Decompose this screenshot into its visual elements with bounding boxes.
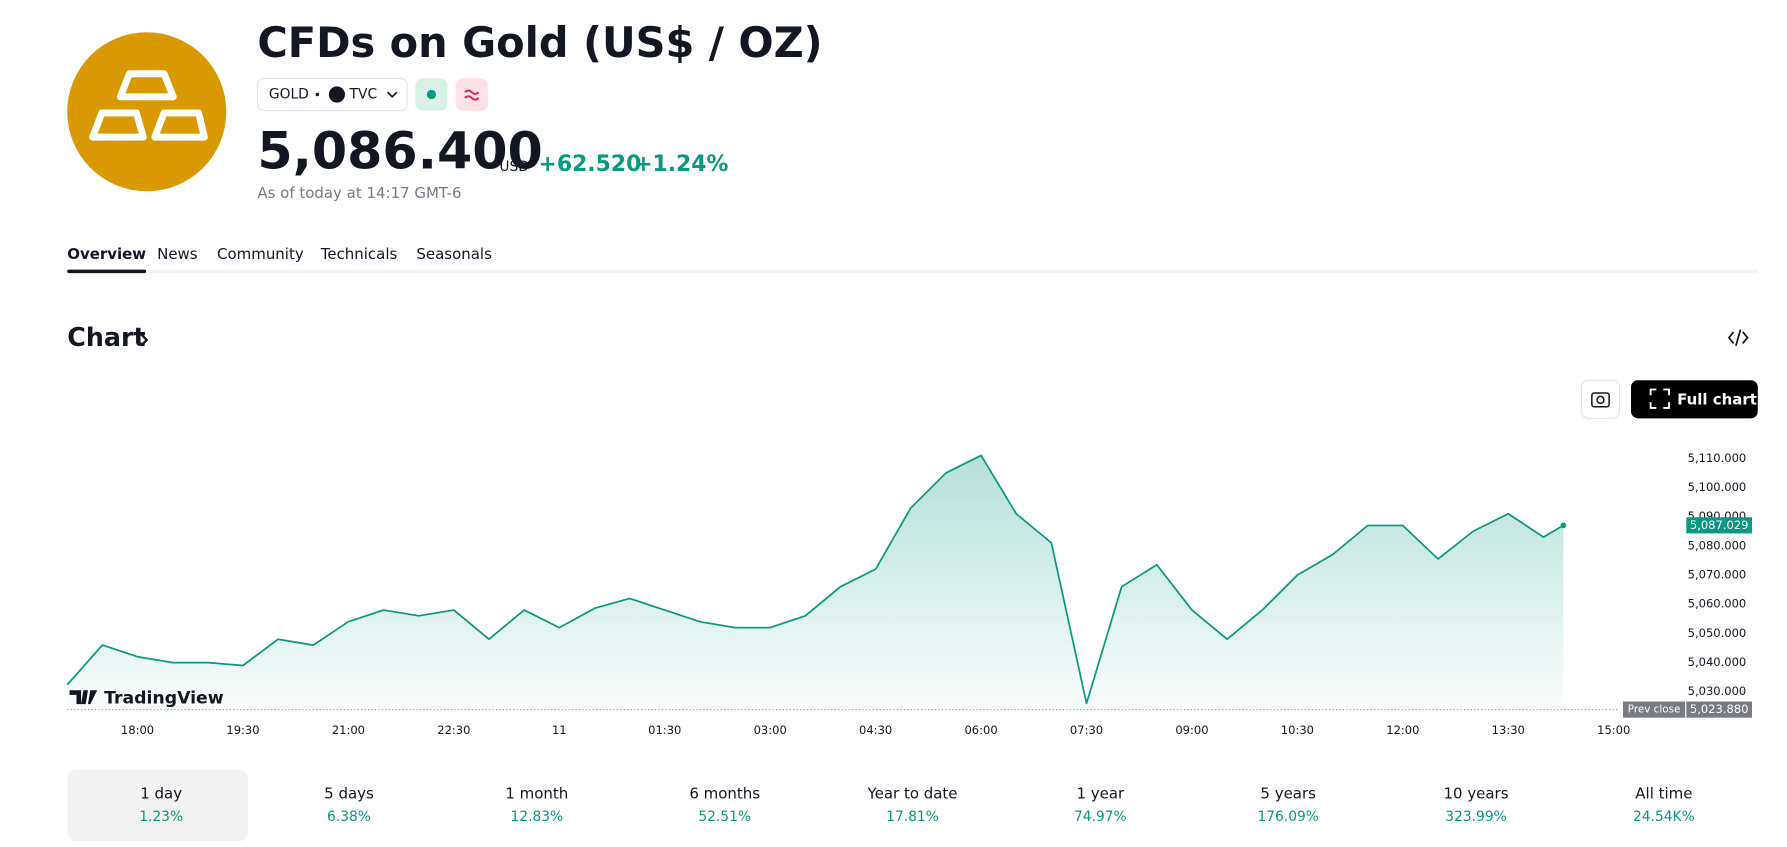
period-change: 6.38% [327, 809, 371, 825]
period-label: 1 year [1077, 784, 1126, 802]
x-tick-label: 06:00 [964, 723, 997, 737]
tabs-divider [67, 269, 1758, 274]
period-change: 12.83% [511, 809, 564, 825]
period-change: 24.54K% [1633, 809, 1695, 825]
period-change: 17.81% [886, 809, 939, 825]
x-tick-label: 15:00 [1597, 723, 1630, 737]
change-percent: +1.24% [634, 152, 728, 177]
change: +62.520 [539, 152, 642, 177]
symbol: GOLD [269, 86, 309, 102]
period-label: All time [1635, 784, 1692, 802]
period-button[interactable]: All time 24.54K% [1633, 784, 1695, 825]
x-tick-label: 09:00 [1175, 723, 1208, 737]
x-tick-label: 11 [552, 723, 567, 737]
snapshot-button[interactable] [1580, 379, 1621, 419]
symbol-logo [67, 32, 227, 192]
period-button[interactable]: 6 months 52.51% [689, 784, 760, 825]
x-tick-label: 07:30 [1070, 723, 1103, 737]
x-tick-label: 12:00 [1386, 723, 1419, 737]
brand: TradingView [69, 688, 224, 708]
title: CFDs on Gold (US$ / OZ) [257, 18, 822, 67]
line [66, 454, 1564, 705]
price: 5,086.400 [257, 121, 542, 180]
x-tick-label: 18:00 [121, 723, 154, 737]
period-label: 1 day [140, 784, 182, 802]
tab[interactable]: Overview [67, 245, 146, 263]
period-change: 1.23% [139, 809, 183, 825]
y-tick-label: 5,060.000 [1688, 597, 1747, 611]
period-button[interactable]: 1 day 1.23% [67, 769, 249, 842]
period-change: 176.09% [1257, 809, 1318, 825]
x-tick-label: 03:00 [754, 723, 787, 737]
period-label: 1 month [505, 784, 568, 802]
related-badge[interactable] [455, 78, 488, 111]
y-tick-label: 5,040.000 [1688, 655, 1747, 669]
period-change: 74.97% [1074, 809, 1127, 825]
x-tick-label: 22:30 [437, 723, 470, 737]
x-tick-label: 13:30 [1492, 723, 1525, 737]
price-tag-label: 5,087.029 [1690, 518, 1749, 532]
period-selected-bg [67, 769, 249, 842]
period-change: 323.99% [1445, 809, 1506, 825]
y-tick-label: 5,080.000 [1688, 538, 1747, 552]
tab-underline [67, 269, 147, 274]
tab[interactable]: Seasonals [416, 245, 492, 263]
period-button[interactable]: 1 year 74.97% [1074, 784, 1127, 825]
symbol-chip[interactable]: GOLD TVC [256, 77, 408, 112]
period-button[interactable]: 10 years 323.99% [1444, 784, 1509, 825]
prev-close-name: Prev close [1628, 704, 1681, 716]
prev-close-name-box [1622, 701, 1686, 718]
tab[interactable]: Technicals [320, 245, 398, 263]
last-point [1560, 522, 1567, 529]
period-label: 10 years [1444, 784, 1509, 802]
exchange: TVC [349, 86, 378, 102]
price-tag [1686, 517, 1753, 534]
prev-close-label: 5,023.880 [1690, 702, 1749, 716]
x-tick-label: 10:30 [1281, 723, 1314, 737]
price-chart: 18:00 19:30 21:00 22:30 11 01:30 03:00 04:30 06:… [66, 451, 1753, 737]
timestamp: As of today at 14:17 GMT-6 [257, 184, 461, 202]
market-status[interactable] [415, 78, 448, 111]
period-label: 6 months [689, 784, 760, 802]
period-button[interactable]: 5 days 6.38% [324, 784, 374, 825]
y-tick-label: 5,050.000 [1688, 626, 1747, 640]
period-label: Year to date [867, 784, 958, 802]
currency: USD [499, 159, 529, 175]
x-tick-label: 04:30 [859, 723, 892, 737]
y-tick-label: 5,030.000 [1688, 684, 1747, 698]
y-tick-label: 5,100.000 [1688, 480, 1747, 494]
period-change: 52.51% [698, 809, 751, 825]
period-button[interactable]: 5 years 176.09% [1257, 784, 1318, 825]
y-tick-label: 5,110.000 [1688, 451, 1747, 465]
x-tick-label: 01:30 [648, 723, 681, 737]
x-tick-label: 21:00 [332, 723, 365, 737]
y-tick-label: 5,070.000 [1688, 568, 1747, 582]
period-button[interactable]: 1 month 12.83% [505, 784, 568, 825]
tab[interactable]: News [157, 245, 198, 263]
full-chart-button[interactable]: Full chart [1631, 380, 1758, 419]
section-title-text: Chart [67, 322, 145, 352]
prev-close-tag [1686, 701, 1753, 718]
brand-text: TradingView [104, 688, 224, 708]
full-chart-label: Full chart [1677, 390, 1757, 408]
period-label: 5 years [1260, 784, 1316, 802]
x-tick-label: 19:30 [226, 723, 259, 737]
section-title[interactable]: Chart [67, 322, 149, 352]
period-button[interactable]: Year to date 17.81% [867, 784, 958, 825]
tab[interactable]: Community [217, 245, 304, 263]
area [67, 455, 1564, 713]
embed-button[interactable] [1727, 329, 1749, 346]
period-label: 5 days [324, 784, 374, 802]
